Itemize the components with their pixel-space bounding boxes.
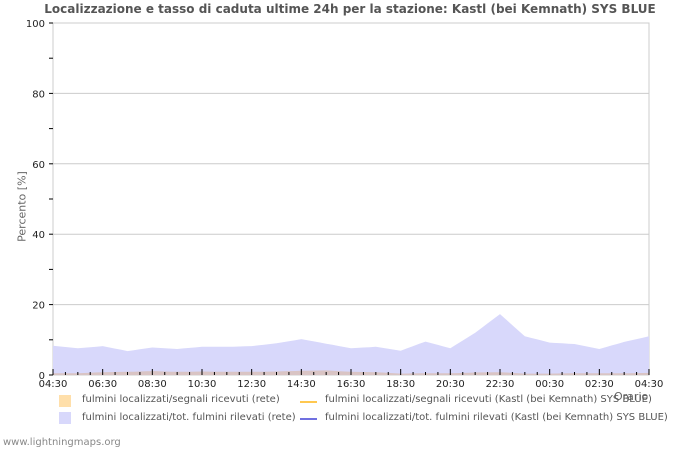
x-tick-label: 14:30	[287, 379, 316, 390]
y-axis-label: Percento [%]	[15, 171, 29, 242]
x-tick-label: 16:30	[337, 379, 366, 390]
x-tick-label: 22:30	[486, 379, 515, 390]
y-tick-label: 60	[32, 160, 45, 171]
legend-label-total-network: fulmini localizzati/tot. fulmini rilevat…	[82, 412, 296, 423]
x-tick-label: 10:30	[188, 379, 217, 390]
y-tick-label: 80	[32, 89, 45, 100]
legend-line-total-station	[300, 418, 317, 420]
x-tick-label: 08:30	[138, 379, 167, 390]
legend-label-total-station: fulmini localizzati/tot. fulmini rilevat…	[325, 412, 668, 423]
grid-lines	[52, 22, 650, 376]
y-tick-label: 100	[26, 19, 45, 30]
footer-site-link[interactable]: www.lightningmaps.org	[3, 437, 121, 448]
x-tick-label: 00:30	[535, 379, 564, 390]
data-areas	[53, 314, 649, 375]
legend-swatch-total-network	[59, 412, 71, 424]
y-tick-label: 20	[32, 301, 45, 312]
y-tick-label: 0	[39, 371, 45, 382]
y-tick-label: 40	[32, 230, 45, 241]
legend-label-rate-station: fulmini localizzati/segnali ricevuti (Ka…	[325, 394, 652, 405]
axes: 0 20 40 60 80 100 04:30 06:30 08:30 10:30 12:30 14:…	[26, 19, 664, 390]
legend-line-rate-station	[300, 401, 317, 403]
x-tick-label: 06:30	[88, 379, 117, 390]
legend-label-rate-network: fulmini localizzati/segnali ricevuti (re…	[82, 394, 280, 405]
x-tick-label: 18:30	[386, 379, 415, 390]
x-tick-label: 02:30	[585, 379, 614, 390]
x-tick-label: 20:30	[436, 379, 465, 390]
legend-swatch-rate-network	[59, 395, 71, 407]
x-tick-label: 04:30	[39, 379, 68, 390]
area-total-network	[53, 314, 649, 375]
x-tick-label: 04:30	[635, 379, 664, 390]
chart-title: Localizzazione e tasso di caduta ultime …	[44, 2, 656, 16]
x-tick-label: 12:30	[237, 379, 266, 390]
x-axis-label: Orario	[614, 390, 649, 403]
